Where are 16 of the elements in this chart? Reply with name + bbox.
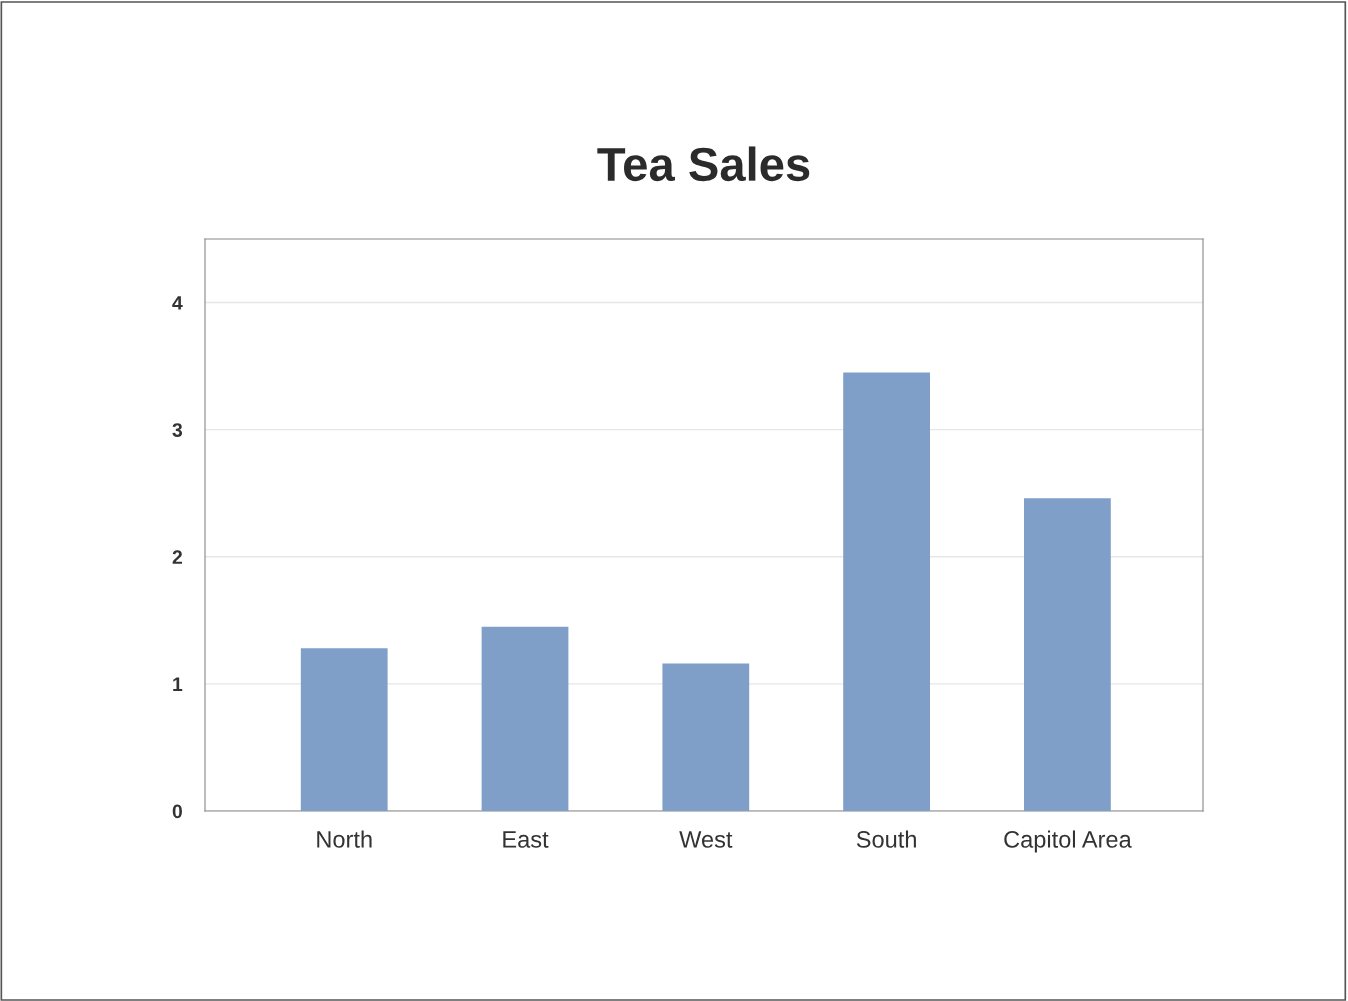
y-tick-label: 3 [172,423,183,437]
bar [300,648,388,811]
y-tick-label: 2 [172,550,182,564]
x-tick-label: North [317,830,372,848]
bar [1024,498,1111,811]
bar [843,372,930,811]
bar [662,663,750,811]
x-tick-label: Capitol Area [1004,830,1132,853]
chart-title: Tea Sales [597,146,810,182]
bar [481,626,569,811]
y-tick-label: 4 [172,296,183,310]
y-tick-label: 0 [172,804,182,819]
x-tick-label: East [503,831,549,848]
x-tick-label: West [679,831,733,848]
y-tick-label: 1 [173,677,183,691]
x-tick-label: South [856,830,916,848]
